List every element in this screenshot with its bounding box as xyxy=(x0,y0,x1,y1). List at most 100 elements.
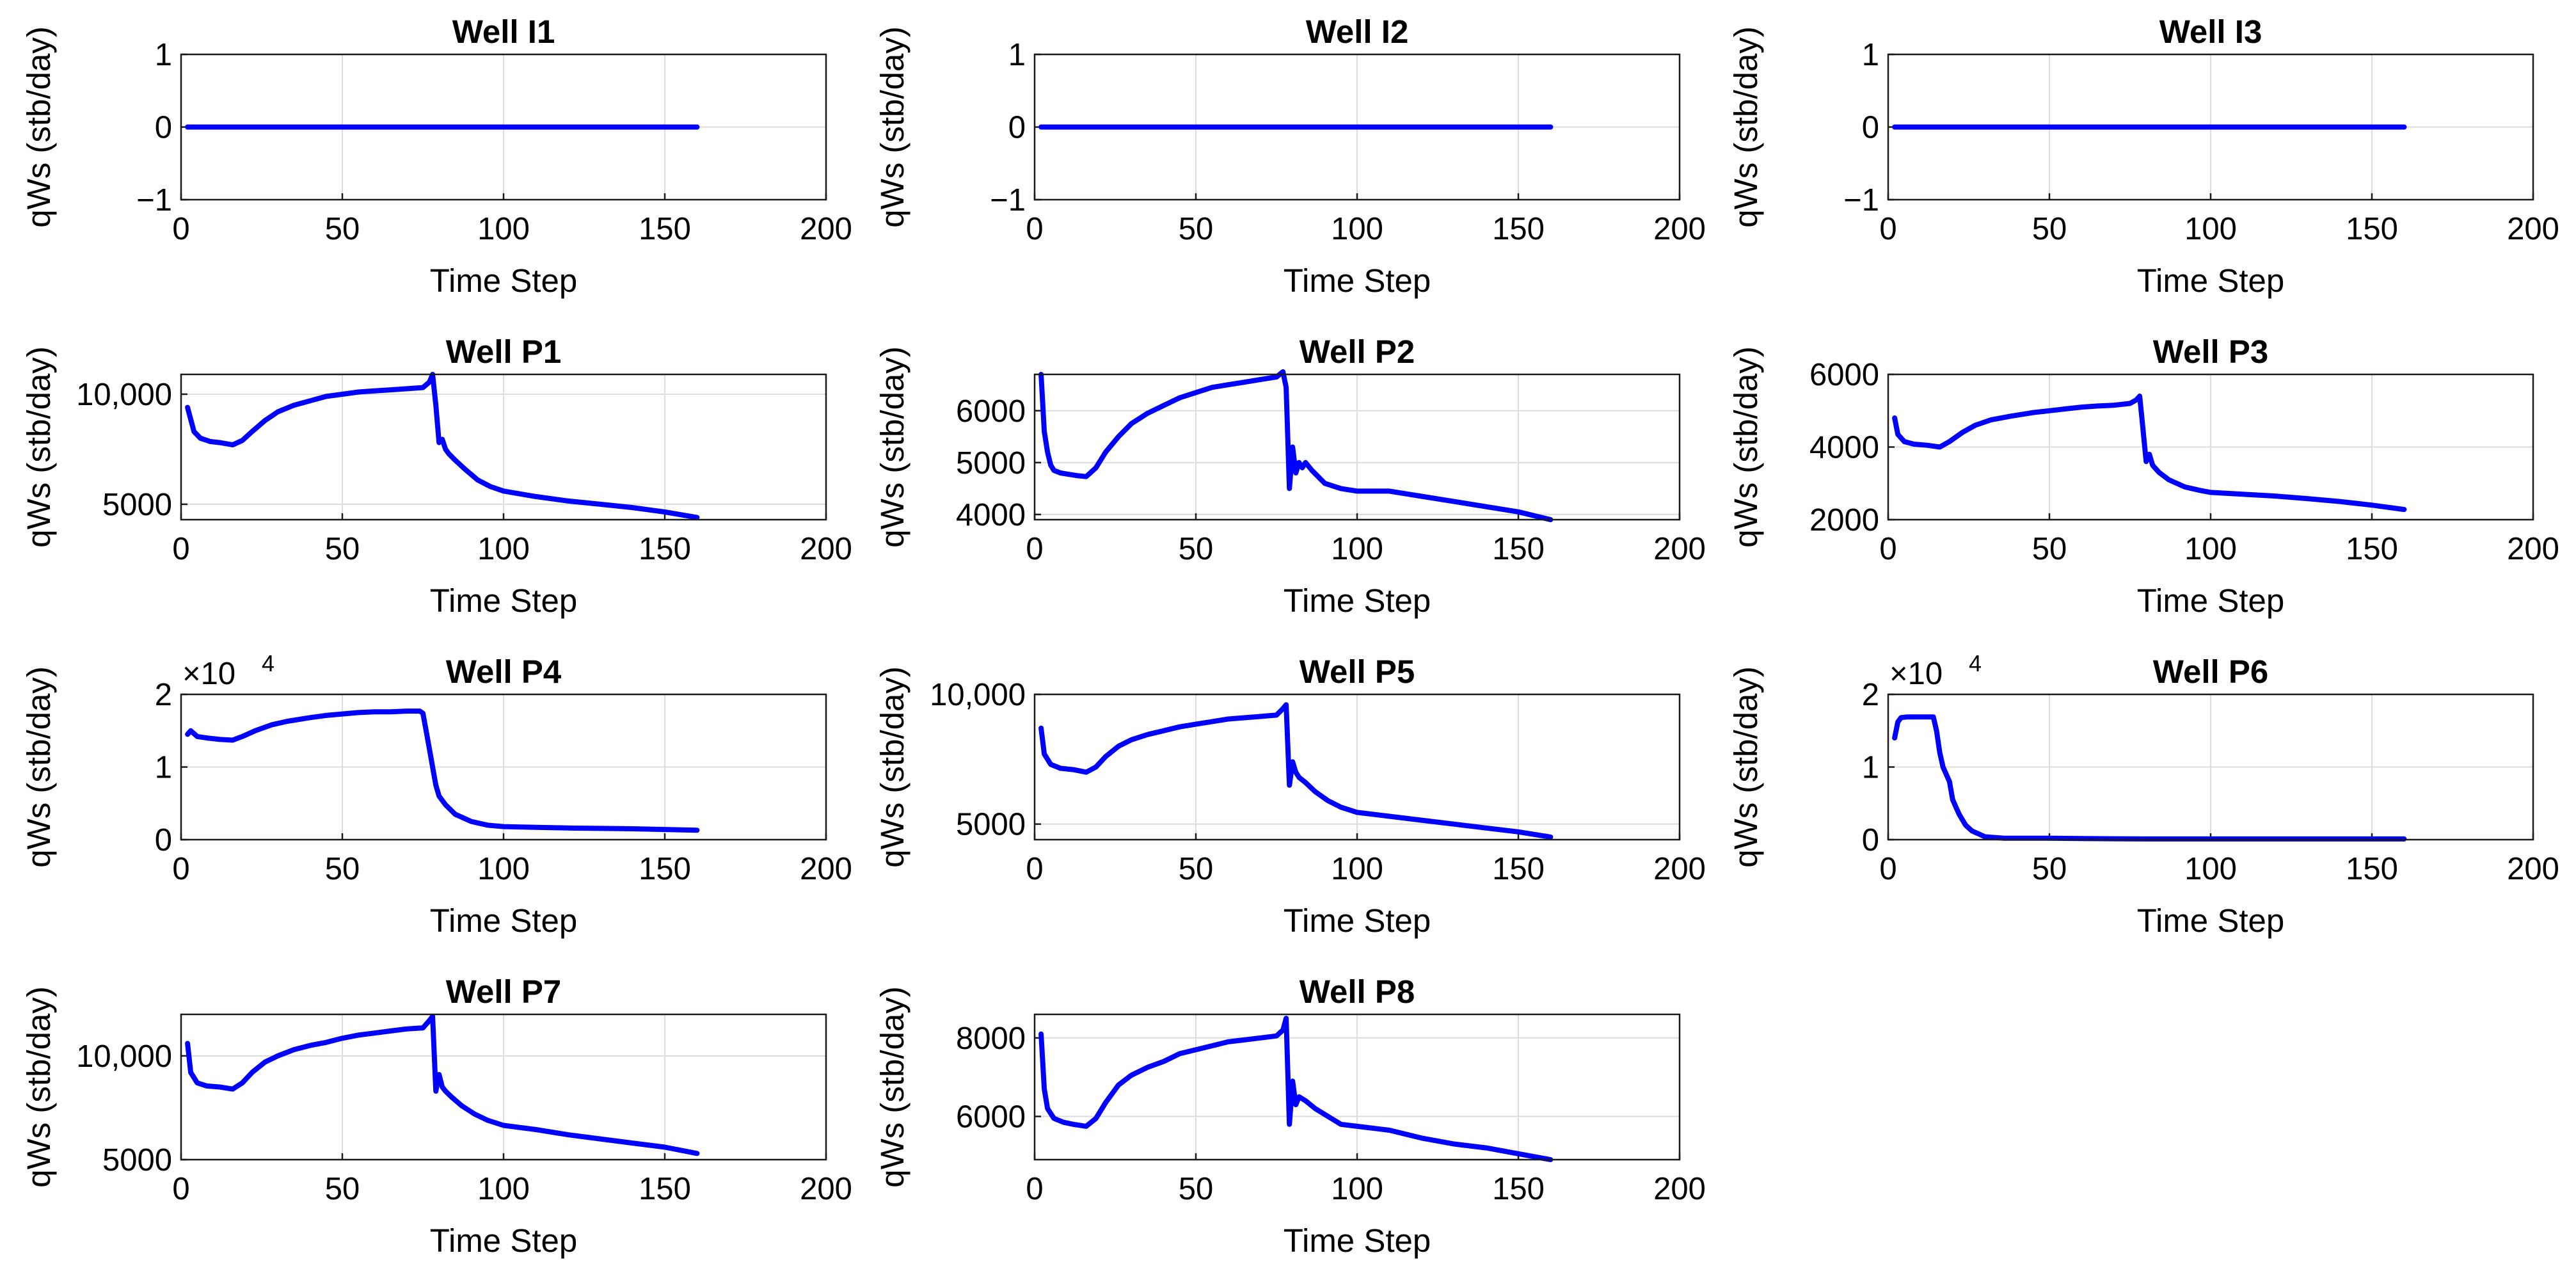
y-tick-label: 10,000 xyxy=(76,1039,172,1074)
chart-title: Well I2 xyxy=(1306,13,1409,50)
axes-box xyxy=(180,693,827,841)
chart-title: Well P7 xyxy=(446,973,561,1010)
chart-title: Well P1 xyxy=(446,333,561,370)
y-tick-label: 5000 xyxy=(102,488,172,522)
series-line xyxy=(185,1014,700,1156)
x-tick-label: 50 xyxy=(1179,532,1214,566)
x-tick-label: 0 xyxy=(172,532,189,566)
chart-title: Well I1 xyxy=(452,13,555,50)
x-tick-label: 0 xyxy=(172,212,189,246)
subplot-4: 0 50 100 150 200 5000 10,000 Well P1 Time Step qW… xyxy=(20,333,852,619)
y-tick-label: 1 xyxy=(1862,751,1879,785)
y-tick-label: 10,000 xyxy=(76,378,172,412)
axes-box xyxy=(1887,373,2534,521)
axes-box xyxy=(1033,693,1681,841)
y-tick-label: 5000 xyxy=(956,446,1026,481)
x-tick-label: 200 xyxy=(2507,532,2559,566)
y-tick-label: 5000 xyxy=(956,808,1026,842)
x-axis-label: Time Step xyxy=(1284,1222,1431,1259)
x-tick-label: 50 xyxy=(325,852,360,886)
y-tick-label: 1 xyxy=(155,38,172,72)
y-tick-label: −1 xyxy=(990,183,1026,218)
y-tick-label: 2 xyxy=(155,678,172,712)
x-tick-label: 50 xyxy=(325,212,360,246)
x-tick-label: 100 xyxy=(2184,852,2237,886)
x-tick-label: 0 xyxy=(1026,212,1043,246)
x-tick-label: 150 xyxy=(639,1172,691,1206)
axis-exponent-power: 4 xyxy=(1969,650,1982,676)
x-tick-label: 0 xyxy=(172,852,189,886)
axis-exponent: ×10 xyxy=(182,657,235,691)
axes-box xyxy=(180,1013,827,1161)
y-tick-label: 1 xyxy=(155,751,172,785)
y-tick-label: 8000 xyxy=(956,1021,1026,1056)
y-tick-label: 0 xyxy=(1862,111,1879,145)
x-tick-label: 0 xyxy=(1879,212,1896,246)
axes-box xyxy=(1033,53,1681,201)
x-tick-label: 50 xyxy=(325,532,360,566)
x-tick-label: 150 xyxy=(1492,212,1545,246)
subplot-11: 0 50 100 150 200 6000 8000 Well P8 Time Step qWs … xyxy=(874,973,1706,1259)
chart-title: Well P3 xyxy=(2153,333,2268,370)
x-tick-label: 0 xyxy=(1026,1172,1043,1206)
axes-box xyxy=(180,373,827,521)
y-tick-label: 6000 xyxy=(956,1100,1026,1135)
series-line xyxy=(185,708,700,833)
x-tick-label: 50 xyxy=(325,1172,360,1206)
x-tick-label: 50 xyxy=(2032,532,2067,566)
x-tick-label: 150 xyxy=(1492,532,1545,566)
x-tick-label: 100 xyxy=(1331,532,1383,566)
x-tick-label: 150 xyxy=(639,852,691,886)
chart-title: Well P8 xyxy=(1300,973,1415,1010)
x-tick-label: 0 xyxy=(1879,532,1896,566)
x-tick-label: 0 xyxy=(1026,532,1043,566)
y-tick-label: 2000 xyxy=(1809,503,1879,538)
x-axis-label: Time Step xyxy=(430,582,578,619)
x-axis-label: Time Step xyxy=(2137,262,2285,299)
x-tick-label: 50 xyxy=(1179,852,1214,886)
x-tick-label: 200 xyxy=(2507,212,2559,246)
x-tick-label: 100 xyxy=(2184,532,2237,566)
x-tick-label: 50 xyxy=(1179,212,1214,246)
y-axis-label: qWs (stb/day) xyxy=(20,666,57,868)
subplot-9: 0 50 100 150 200 0 1 2 Well P6 Time Step qWs (stb/… xyxy=(1728,650,2559,939)
x-tick-label: 200 xyxy=(1653,532,1706,566)
subplot-10: 0 50 100 150 200 5000 10,000 Well P7 Time Step qW… xyxy=(20,973,852,1259)
x-axis-label: Time Step xyxy=(2137,582,2285,619)
x-tick-label: 150 xyxy=(1492,852,1545,886)
axis-exponent: ×10 xyxy=(1889,657,1943,691)
x-tick-label: 100 xyxy=(1331,212,1383,246)
x-tick-label: 50 xyxy=(2032,212,2067,246)
series-line xyxy=(1038,1016,1554,1162)
x-tick-label: 150 xyxy=(2346,532,2398,566)
x-tick-label: 200 xyxy=(1653,852,1706,886)
x-tick-label: 150 xyxy=(639,212,691,246)
x-tick-label: 100 xyxy=(1331,852,1383,886)
x-tick-label: 100 xyxy=(477,532,530,566)
x-tick-label: 200 xyxy=(2507,852,2559,886)
y-tick-label: 1 xyxy=(1008,38,1026,72)
axes-box xyxy=(1033,1013,1681,1161)
x-tick-label: 200 xyxy=(800,1172,852,1206)
x-tick-label: 100 xyxy=(477,852,530,886)
y-tick-label: −1 xyxy=(1843,183,1879,218)
x-tick-label: 0 xyxy=(1026,852,1043,886)
y-tick-label: 0 xyxy=(155,111,172,145)
series-line xyxy=(1892,714,2407,842)
x-axis-label: Time Step xyxy=(430,902,578,939)
x-tick-label: 0 xyxy=(1879,852,1896,886)
y-tick-label: 4000 xyxy=(1809,431,1879,465)
y-tick-label: 4000 xyxy=(956,498,1026,532)
y-tick-label: 0 xyxy=(1862,823,1879,858)
series-line xyxy=(1038,369,1554,522)
x-axis-label: Time Step xyxy=(1284,902,1431,939)
x-tick-label: 50 xyxy=(1179,1172,1214,1206)
subplot-6: 0 50 100 150 200 2000 4000 6000 Well P3 Time Step… xyxy=(1728,333,2559,619)
subplot-5: 0 50 100 150 200 4000 5000 6000 Well P2 Time Step… xyxy=(874,333,1706,619)
y-axis-label: qWs (stb/day) xyxy=(874,986,910,1188)
x-tick-label: 100 xyxy=(477,212,530,246)
x-tick-label: 200 xyxy=(1653,1172,1706,1206)
series-line xyxy=(1038,702,1554,840)
